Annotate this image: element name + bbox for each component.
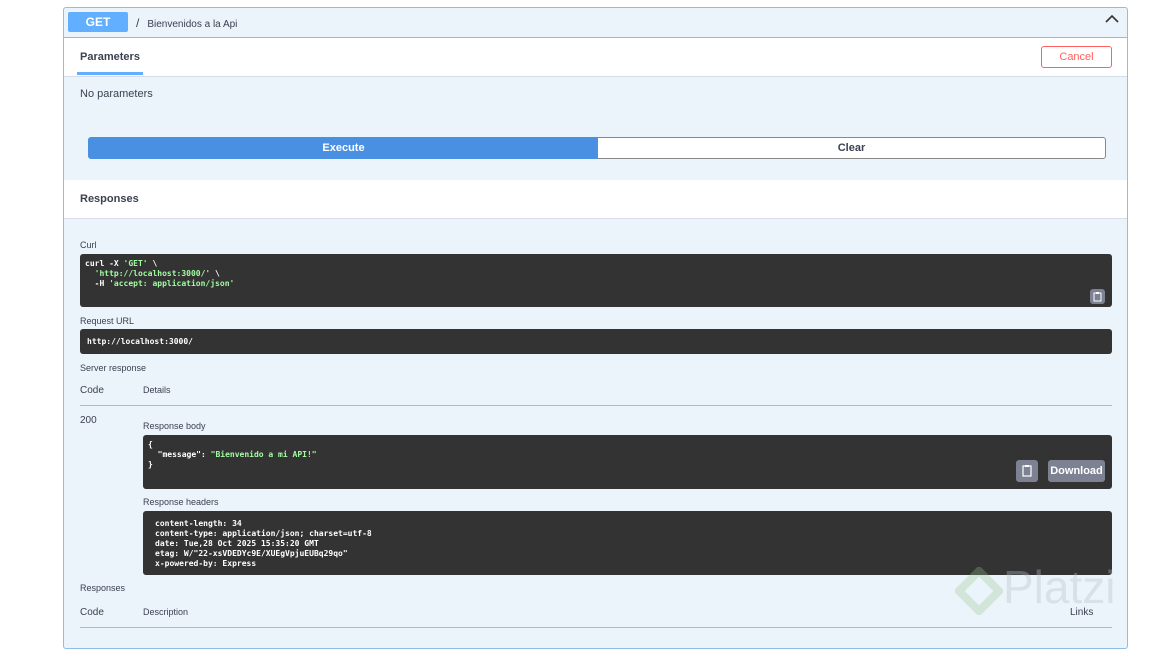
- response-body[interactable]: { "message": "Bienvenido a mi API!" }: [143, 435, 1112, 489]
- clear-button[interactable]: Clear: [597, 137, 1106, 159]
- curl-text: \: [147, 259, 158, 268]
- responses-header: Responses: [64, 180, 1127, 219]
- tabs-bar: Parameters Cancel: [64, 38, 1127, 77]
- response-headers: content-length: 34 content-type: applica…: [143, 511, 1112, 575]
- header-line: content-type: application/json; charset=…: [155, 529, 372, 538]
- header-line: content-length: 34: [155, 519, 242, 528]
- curl-label: Curl: [80, 240, 97, 250]
- execute-button[interactable]: Execute: [88, 137, 599, 159]
- response-code: 200: [80, 415, 97, 426]
- code-header: Code: [80, 385, 104, 396]
- watermark-text: Platzi: [1003, 561, 1116, 613]
- curl-text: 'accept: application/json': [109, 279, 235, 288]
- curl-text: \: [210, 269, 220, 278]
- method-badge: GET: [68, 12, 128, 32]
- curl-text: -H: [85, 279, 110, 288]
- json-key: "message":: [148, 450, 211, 459]
- description-header: Description: [143, 607, 189, 617]
- header-line: etag: W/"22-xsVDEDYc9E/XUEgVpjuEUBq29qo": [155, 549, 348, 558]
- responses-title: Responses: [80, 193, 139, 205]
- links-header: Links: [1070, 607, 1094, 618]
- json-text: {: [148, 440, 153, 449]
- cancel-button[interactable]: Cancel: [1041, 46, 1112, 68]
- response-headers-label: Response headers: [143, 497, 219, 507]
- details-header: Details: [143, 385, 171, 395]
- divider: [80, 627, 1112, 628]
- curl-text: [85, 269, 95, 278]
- json-value: "Bienvenido a mi API!": [210, 450, 317, 459]
- active-tab-indicator: [77, 72, 143, 75]
- operation-header[interactable]: GET / Bienvenidos a la Api: [64, 8, 1127, 38]
- copy-icon[interactable]: [1016, 460, 1038, 482]
- platzi-watermark: Platzi: [953, 560, 1116, 617]
- curl-block[interactable]: curl -X 'GET' \ 'http://localhost:3000/'…: [80, 254, 1112, 307]
- download-button[interactable]: Download: [1048, 460, 1105, 482]
- header-line: date: Tue,28 Oct 2025 15:35:20 GMT: [155, 539, 319, 548]
- operation-summary: Bienvenidos a la Api: [147, 19, 238, 30]
- curl-text: 'http://localhost:3000/': [94, 269, 211, 278]
- code-header: Code: [80, 607, 104, 618]
- no-parameters-text: No parameters: [80, 88, 153, 100]
- json-text: }: [148, 460, 153, 469]
- copy-icon[interactable]: [1090, 289, 1105, 304]
- curl-text: curl -X: [85, 259, 124, 268]
- server-response-label: Server response: [80, 363, 147, 373]
- request-url-value: http://localhost:3000/: [80, 329, 1112, 354]
- divider: [80, 405, 1112, 406]
- path: /: [136, 16, 140, 30]
- responses-label: Responses: [80, 583, 126, 593]
- tab-parameters[interactable]: Parameters: [80, 51, 140, 63]
- response-body-label: Response body: [143, 421, 206, 431]
- chevron-up-icon[interactable]: [1105, 11, 1119, 27]
- curl-text: 'GET': [123, 259, 148, 268]
- request-url-label: Request URL: [80, 316, 135, 326]
- operation-block: GET / Bienvenidos a la Api Parameters Can…: [63, 7, 1128, 649]
- operation-path: / Bienvenidos a la Api: [136, 16, 237, 30]
- header-line: x-powered-by: Express: [155, 559, 257, 568]
